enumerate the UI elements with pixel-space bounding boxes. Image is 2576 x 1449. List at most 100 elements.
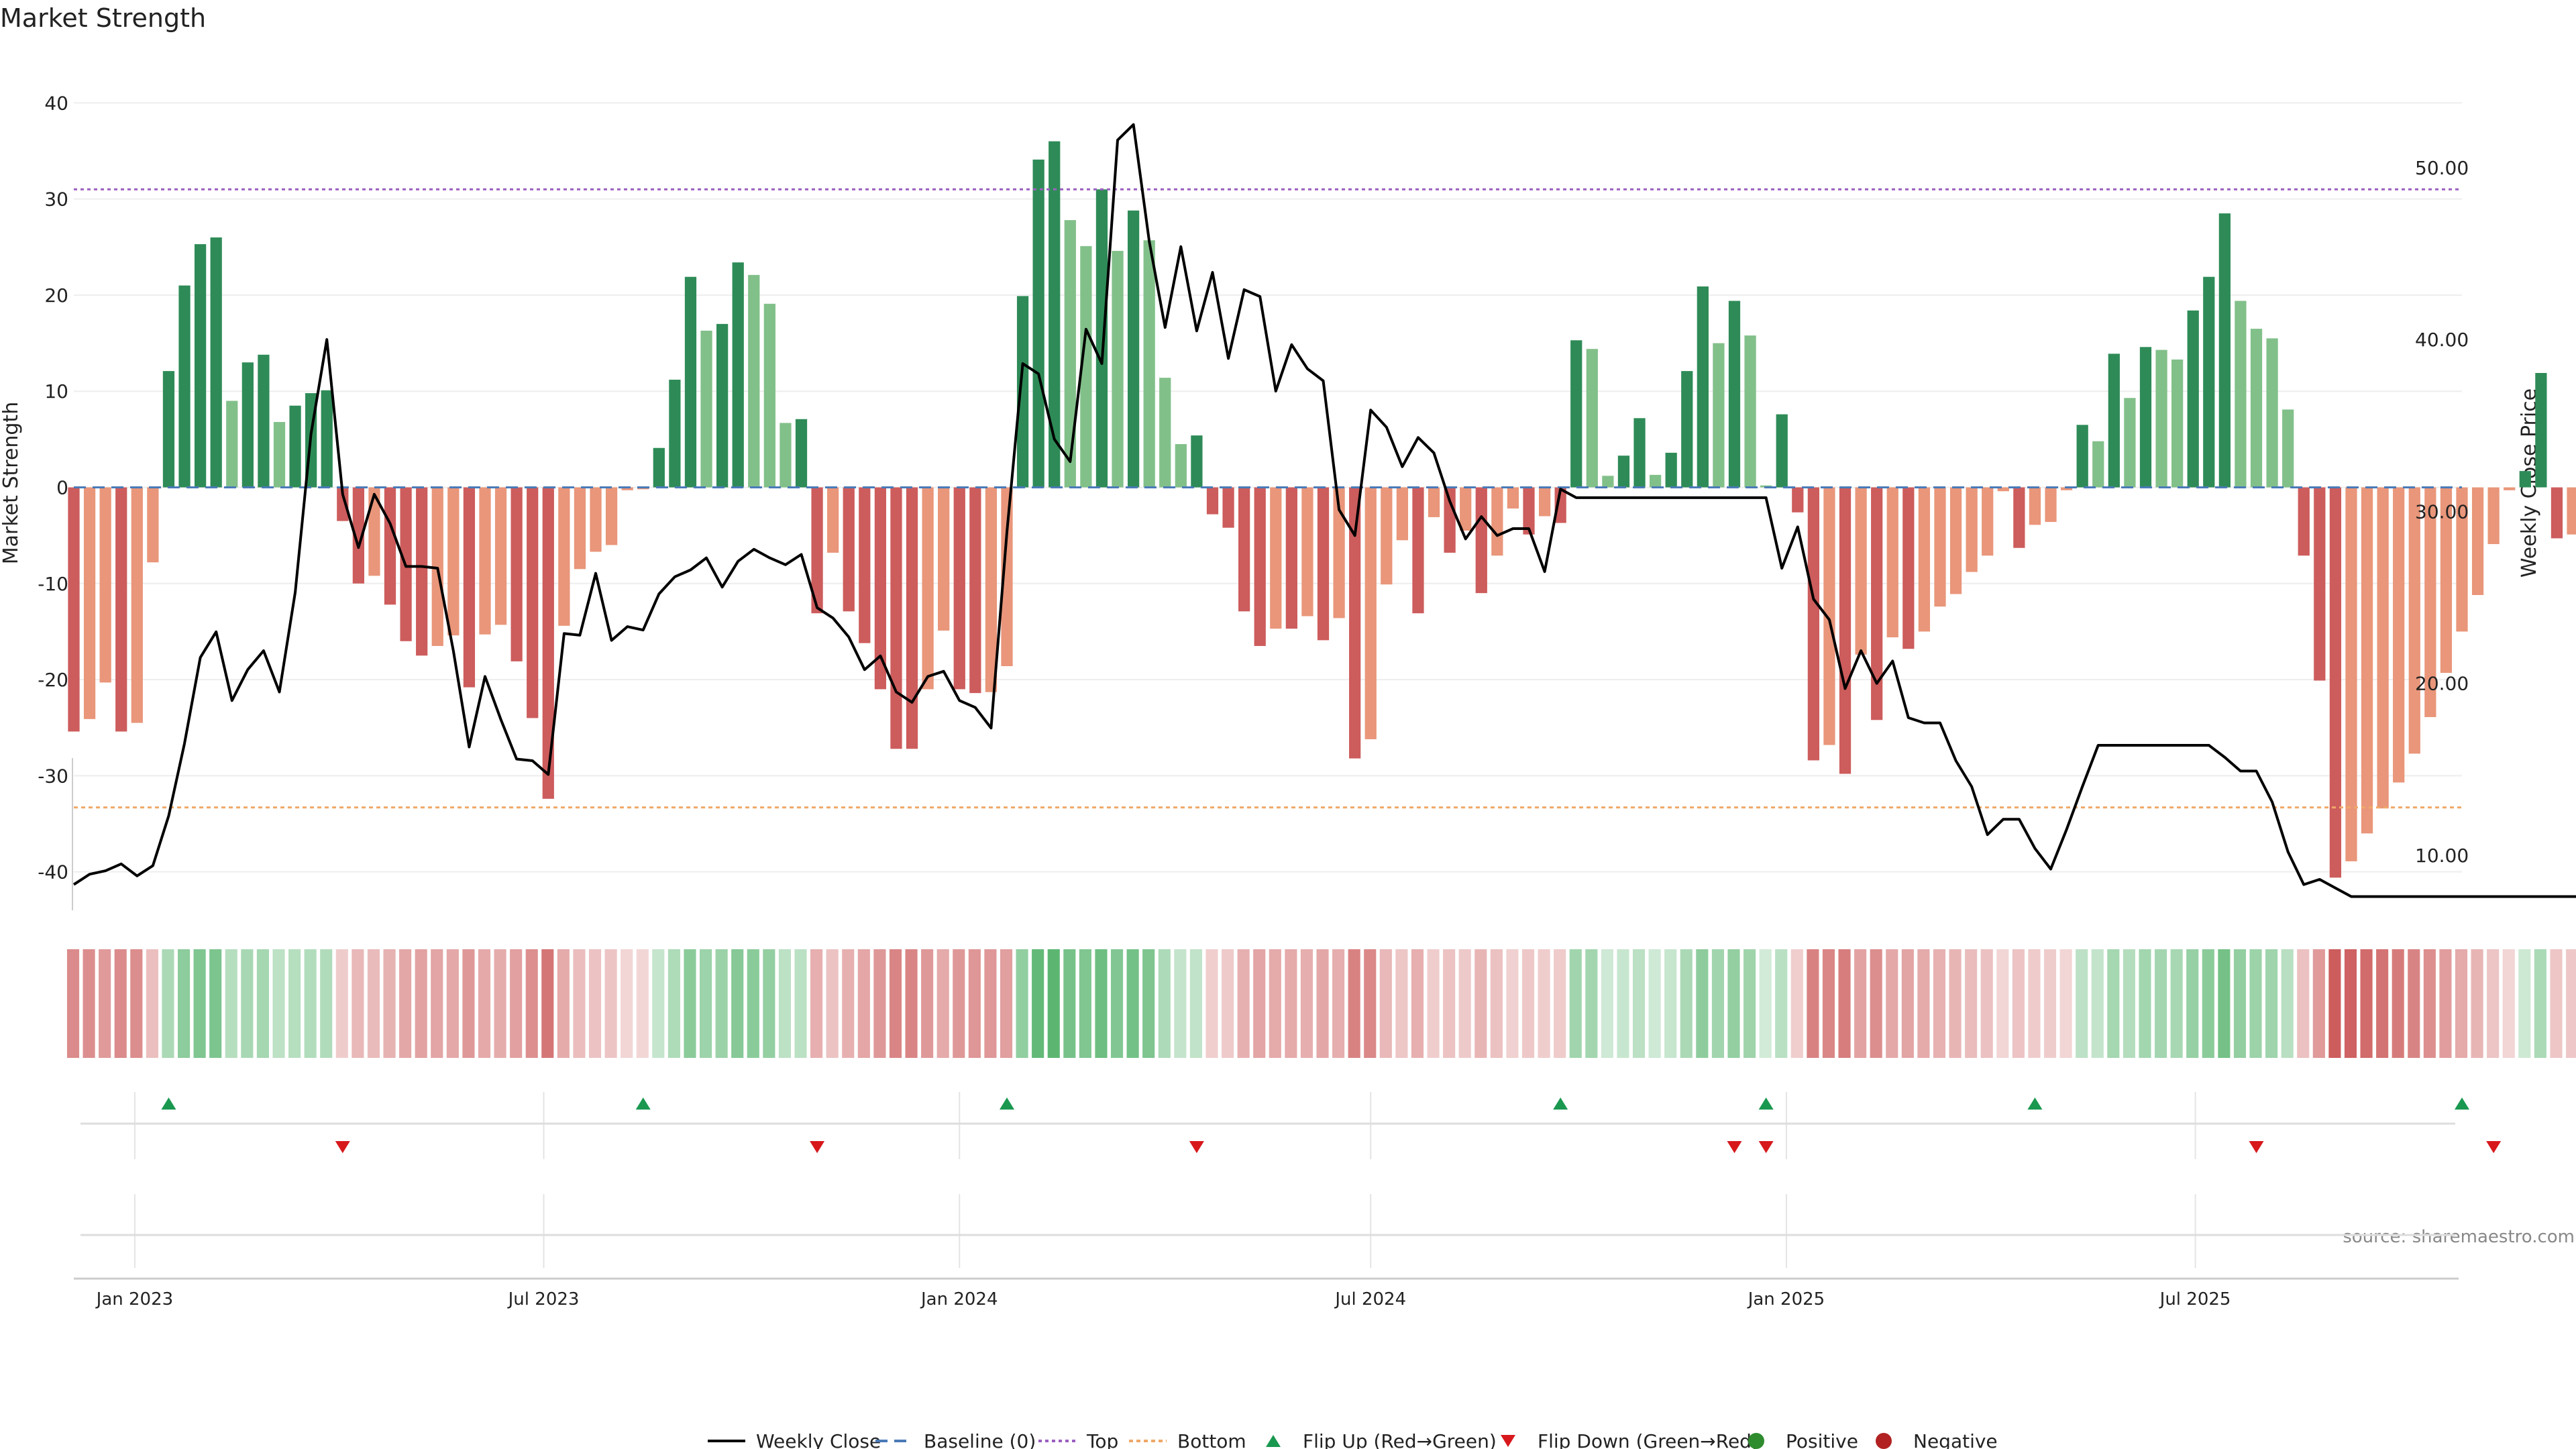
strength-bar xyxy=(2551,487,2563,539)
strength-bar xyxy=(494,487,507,625)
strength-bar xyxy=(1064,220,1076,488)
legend-item-negative: Negative xyxy=(1876,1430,1998,1449)
strength-bar xyxy=(1713,343,1725,488)
legend-label: Weekly Close xyxy=(756,1430,881,1449)
heat-cell xyxy=(83,949,95,1058)
x-tick-label: Jul 2024 xyxy=(1334,1289,1406,1309)
heat-cell xyxy=(1585,949,1598,1058)
strength-bar xyxy=(653,447,665,488)
heat-cell xyxy=(2565,949,2576,1058)
heat-cell xyxy=(2312,949,2325,1058)
legend-label: Positive xyxy=(1786,1430,1858,1449)
heat-cell xyxy=(921,949,934,1058)
strength-bar xyxy=(1776,414,1788,488)
heat-cell xyxy=(1664,949,1677,1058)
heat-cell xyxy=(2012,949,2025,1058)
legend-swatch-flip-up xyxy=(1266,1435,1281,1447)
x-tick-label: Jan 2025 xyxy=(1747,1289,1825,1309)
heat-cell xyxy=(1617,949,1629,1058)
heat-cell xyxy=(494,949,506,1058)
strength-bar xyxy=(1381,487,1393,585)
strength-bar xyxy=(1191,435,1203,488)
heat-cell xyxy=(431,949,443,1058)
strength-bar xyxy=(1823,487,1835,745)
y-tick-label-right: 50.00 xyxy=(2415,157,2469,179)
flip-down-marker xyxy=(335,1141,350,1153)
legend-label: Top xyxy=(1086,1430,1118,1449)
heat-cell xyxy=(2376,949,2389,1058)
heat-cell xyxy=(146,949,158,1058)
flip-up-marker xyxy=(635,1097,651,1110)
strength-bar xyxy=(859,487,871,643)
legend-item-close: Weekly Close xyxy=(708,1430,881,1449)
strength-bar xyxy=(2329,487,2342,878)
flip-down-marker xyxy=(1189,1141,1204,1153)
heat-cell xyxy=(621,949,633,1058)
flip-down-marker xyxy=(1758,1141,1774,1153)
strength-bar xyxy=(2139,347,2152,488)
heat-cell xyxy=(936,949,949,1058)
strength-bar xyxy=(1095,189,1108,488)
heat-cell xyxy=(984,949,997,1058)
strength-bar xyxy=(2345,487,2357,861)
heat-cell xyxy=(478,949,491,1058)
heat-cell xyxy=(2471,949,2483,1058)
heat-cell xyxy=(225,949,237,1058)
strength-bar xyxy=(1238,487,1250,612)
legend-swatch-flip-down xyxy=(1501,1435,1515,1447)
strength-bar xyxy=(99,487,111,683)
flip-up-marker xyxy=(1758,1097,1774,1110)
strength-bar xyxy=(1538,487,1551,517)
strength-bar xyxy=(2187,310,2199,488)
heat-cell xyxy=(810,949,823,1058)
strength-bar xyxy=(2377,487,2389,809)
strength-bar xyxy=(178,285,191,488)
heat-cell xyxy=(1949,949,1962,1058)
flip-down-marker xyxy=(2486,1141,2502,1153)
strength-bar xyxy=(2471,487,2484,595)
heat-cell xyxy=(1222,949,1234,1058)
strength-bar xyxy=(2060,487,2073,490)
strength-bar xyxy=(2013,487,2025,548)
flip-up-marker xyxy=(2027,1097,2043,1110)
strength-bar xyxy=(1175,444,1187,488)
strength-bar xyxy=(795,419,808,488)
strength-bar xyxy=(669,380,681,488)
strength-bar xyxy=(1080,246,1092,488)
heat-cell xyxy=(1047,949,1060,1058)
legend-item-flipdown: Flip Down (Green→Red) xyxy=(1501,1430,1759,1449)
strength-bar xyxy=(621,487,633,490)
strength-heat-strip xyxy=(66,949,2576,1058)
heat-cell xyxy=(1142,949,1155,1058)
strength-bar xyxy=(684,276,697,488)
strength-bar xyxy=(827,487,839,553)
heat-cell xyxy=(2154,949,2167,1058)
flip-down-marker xyxy=(1727,1141,1742,1153)
strength-bar xyxy=(574,487,586,570)
source-note: source: sharemaestro.com xyxy=(2343,1227,2575,1247)
heat-cell xyxy=(1901,949,1914,1058)
heat-cell xyxy=(1063,949,1076,1058)
heat-cell xyxy=(1364,949,1377,1058)
heat-cell xyxy=(2297,949,2310,1058)
heat-cell xyxy=(2392,949,2404,1058)
heat-cell xyxy=(2281,949,2294,1058)
reference-lines xyxy=(74,188,2462,809)
heat-cell xyxy=(1205,949,1218,1058)
heat-cell xyxy=(684,949,696,1058)
strength-bar xyxy=(716,323,729,488)
strength-bar xyxy=(1886,487,1898,638)
legend-swatch-positive xyxy=(1748,1433,1764,1449)
heat-cell xyxy=(968,949,981,1058)
strength-bar xyxy=(226,400,238,488)
strength-bar xyxy=(2029,487,2041,525)
y-tick-label-left: 0 xyxy=(56,477,68,499)
strength-bar xyxy=(542,487,554,799)
heat-cell xyxy=(1332,949,1345,1058)
heat-cell xyxy=(905,949,918,1058)
heat-cell xyxy=(873,949,886,1058)
heat-cell xyxy=(2455,949,2468,1058)
strength-bar xyxy=(162,371,175,488)
strength-bar xyxy=(1364,487,1377,739)
legend-swatch-negative xyxy=(1876,1433,1892,1449)
